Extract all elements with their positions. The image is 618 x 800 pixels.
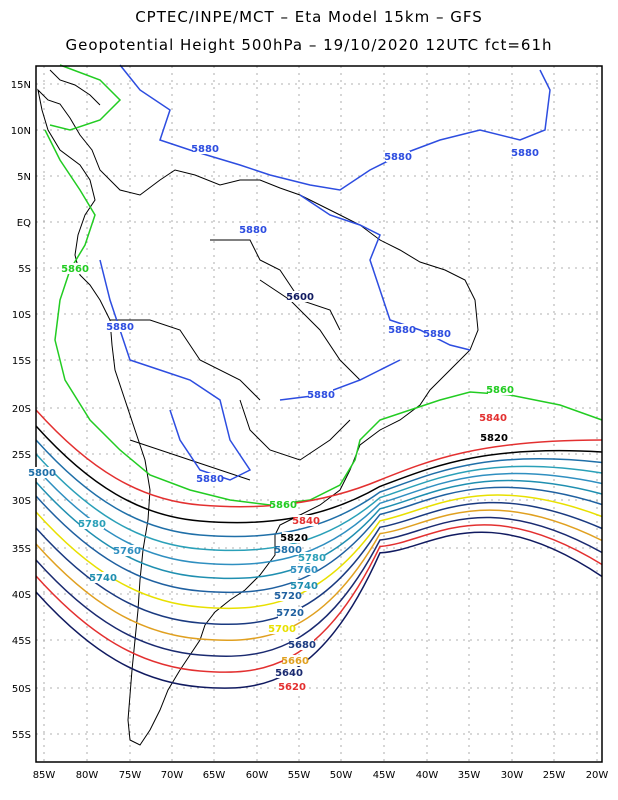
contour-label: 5840 xyxy=(292,516,320,527)
contour-label: 5880 xyxy=(106,322,134,333)
lon-tick-label: 20W xyxy=(586,770,609,781)
contour-label: 5880 xyxy=(239,225,267,236)
lon-tick-label: 70W xyxy=(161,770,184,781)
contour-label: 5880 xyxy=(423,329,451,340)
contour-label: 5780 xyxy=(78,519,106,530)
contour-label: 5860 xyxy=(269,500,297,511)
lat-lon-grid xyxy=(36,66,602,762)
contour-label: 5700 xyxy=(268,624,296,635)
plot-frame xyxy=(35,65,603,763)
coastline xyxy=(37,69,479,746)
lon-tick-label: 50W xyxy=(330,770,353,781)
contour-line xyxy=(35,425,603,524)
contour-label: 5780 xyxy=(298,553,326,564)
contour-label: 5860 xyxy=(486,385,514,396)
contour-label: 5860 xyxy=(61,264,89,275)
lat-tick-label: 55S xyxy=(12,730,31,741)
contour-line xyxy=(35,509,603,641)
lat-tick-label: 35S xyxy=(12,544,31,555)
lat-tick-label: 40S xyxy=(12,590,31,601)
lat-tick-label: 5S xyxy=(18,264,31,275)
contour-label: 5620 xyxy=(278,682,306,693)
contour-label: 5760 xyxy=(290,565,318,576)
lat-tick-label: 10S xyxy=(12,310,31,321)
contour-label: 5740 xyxy=(89,573,117,584)
contour-label: 5760 xyxy=(113,546,141,557)
lon-tick-label: 65W xyxy=(203,770,226,781)
lat-tick-label: 5N xyxy=(17,172,31,183)
lon-tick-label: 75W xyxy=(119,770,142,781)
lat-tick-label: 45S xyxy=(12,636,31,647)
lat-tick-label: 50S xyxy=(12,684,31,695)
lon-tick-label: 80W xyxy=(76,770,99,781)
lat-tick-label: 25S xyxy=(12,450,31,461)
contour-label: 5600 xyxy=(286,292,314,303)
lon-tick-label: 85W xyxy=(33,770,56,781)
contour-label: 5720 xyxy=(276,608,304,619)
contour-5860 xyxy=(44,64,603,506)
lon-tick-label: 25W xyxy=(543,770,566,781)
lat-tick-label: EQ xyxy=(17,218,31,229)
map-title: CPTEC/INPE/MCT – Eta Model 15km – GFS xyxy=(135,8,483,26)
lon-tick-label: 30W xyxy=(501,770,524,781)
contour-label: 5720 xyxy=(274,591,302,602)
contour-label: 5880 xyxy=(511,148,539,159)
contour-label: 5820 xyxy=(280,533,308,544)
contour-label: 5740 xyxy=(290,581,318,592)
lat-tick-label: 15N xyxy=(11,80,31,91)
map-subtitle: Geopotential Height 500hPa – 19/10/2020 … xyxy=(65,36,553,54)
contour-line xyxy=(35,516,603,657)
lon-tick-label: 45W xyxy=(373,770,396,781)
contour-label: 5880 xyxy=(196,474,224,485)
contour-label: 5880 xyxy=(388,325,416,336)
contour-label: 5800 xyxy=(274,545,302,556)
lon-tick-label: 55W xyxy=(288,770,311,781)
contour-label: 5680 xyxy=(288,640,316,651)
contour-line xyxy=(35,439,603,538)
lon-tick-label: 35W xyxy=(458,770,481,781)
contour-label: 5880 xyxy=(191,144,219,155)
contour-label: 5640 xyxy=(275,668,303,679)
lat-tick-label: 20S xyxy=(12,404,31,415)
lon-tick-label: 60W xyxy=(246,770,269,781)
contour-line xyxy=(35,409,603,508)
lat-tick-label: 30S xyxy=(12,496,31,507)
contour-label: 5840 xyxy=(479,413,507,424)
contour-line xyxy=(35,467,603,566)
lat-tick-label: 10N xyxy=(11,126,31,137)
contour-label: 5820 xyxy=(480,433,508,444)
contour-label: 5880 xyxy=(307,390,335,401)
contour-label: 5660 xyxy=(281,656,309,667)
lat-tick-label: 15S xyxy=(12,356,31,367)
contour-label: 5880 xyxy=(384,152,412,163)
lon-tick-label: 40W xyxy=(416,770,439,781)
contour-label: 5800 xyxy=(28,468,56,479)
contour-line xyxy=(35,524,603,673)
